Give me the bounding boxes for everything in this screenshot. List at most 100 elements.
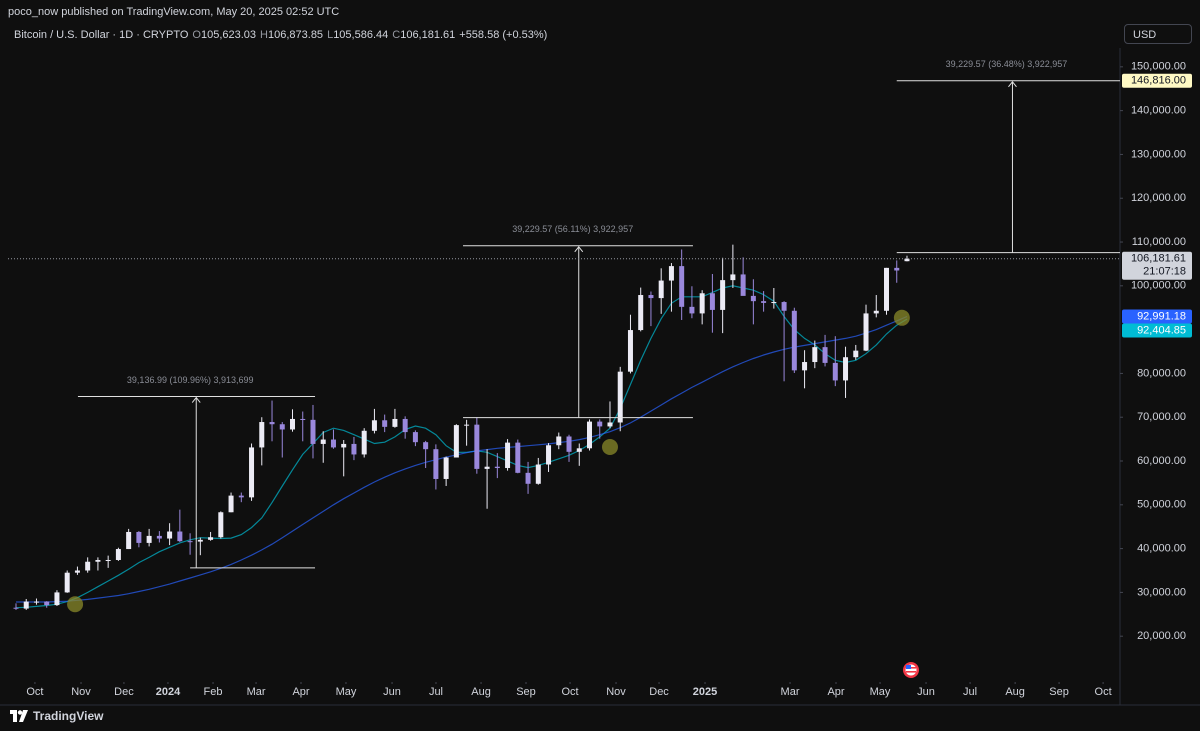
candle-body xyxy=(412,432,418,443)
x-tick-label: Sep xyxy=(516,686,536,698)
candle-body xyxy=(720,280,726,310)
cross-marker xyxy=(893,309,910,326)
candle-body xyxy=(279,424,285,430)
publisher: poco_now published on TradingView.com, M… xyxy=(8,6,340,18)
candle-body xyxy=(330,439,336,448)
ohlc-key: C xyxy=(392,29,401,41)
y-tick-label: 110,000.00 xyxy=(1132,236,1186,248)
measure-arrowhead xyxy=(574,245,584,253)
y-tick-label: 20,000.00 xyxy=(1137,630,1186,642)
candle-body xyxy=(228,495,234,513)
ohlc-value: 105,586.44 xyxy=(333,29,389,41)
candle-body xyxy=(13,607,19,609)
candle-body xyxy=(443,457,449,479)
candle-body xyxy=(750,295,756,302)
measure-arrowhead xyxy=(1008,80,1017,88)
y-tick-label: 70,000.00 xyxy=(1137,411,1186,423)
candle-body xyxy=(464,424,470,426)
candle-body xyxy=(505,442,511,469)
measure-top-label: 146,816.00 xyxy=(1131,75,1186,87)
x-tick-label: Oct xyxy=(561,686,578,698)
candle-body xyxy=(853,350,859,358)
x-tick-label: Oct xyxy=(1095,686,1112,698)
measure-top-label-bg xyxy=(1122,73,1192,88)
x-tick-label: Mar xyxy=(781,686,800,698)
candle-body xyxy=(197,539,203,542)
candle-body xyxy=(791,310,797,371)
candle-body xyxy=(136,531,142,543)
change: +558.58 (+0.53%) xyxy=(459,29,548,41)
ma-label: 92,404.85 xyxy=(1137,324,1186,336)
x-tick-label: Apr xyxy=(827,686,844,698)
candle-body xyxy=(894,267,900,271)
candle-body xyxy=(576,448,582,452)
candle-body xyxy=(781,302,787,311)
candle-body xyxy=(556,436,562,446)
ohlc-item: L105,586.44 xyxy=(327,29,388,41)
candle-body xyxy=(822,347,828,363)
measure-label: 39,229.57 (56.11%) 3,922,957 xyxy=(512,224,633,234)
footer: TradingView xyxy=(10,709,103,723)
candle-body xyxy=(85,561,91,571)
x-tick-label: Nov xyxy=(71,686,91,698)
cross-marker xyxy=(601,438,618,455)
candle-body xyxy=(44,601,50,606)
candle-body xyxy=(740,274,746,296)
candle-body xyxy=(812,347,818,363)
last-price-label: 106,181.61 xyxy=(1131,253,1186,265)
candle-body xyxy=(709,293,715,310)
candle-body xyxy=(679,266,685,307)
candle-body xyxy=(566,436,572,452)
candle-body xyxy=(126,531,132,550)
ohlc-key: O xyxy=(192,29,201,41)
moving-average xyxy=(15,285,908,609)
x-tick-label: Mar xyxy=(247,686,266,698)
candle-body xyxy=(617,371,623,423)
symbol-title: Bitcoin / U.S. Dollar · 1D · CRYPTO xyxy=(14,29,189,41)
candle-body xyxy=(761,301,767,303)
cross-marker xyxy=(67,596,84,613)
symbol-header: Bitcoin / U.S. Dollar · 1D · CRYPTO O105… xyxy=(14,29,547,41)
candle-body xyxy=(597,421,603,427)
candle-body xyxy=(74,570,80,573)
ohlc-item: C106,181.61 xyxy=(392,29,455,41)
ohlc-value: 106,873.85 xyxy=(268,29,324,41)
ma-label: 92,991.18 xyxy=(1137,310,1186,322)
candle-body xyxy=(95,559,101,562)
x-tick-label: Jul xyxy=(963,686,977,698)
x-tick-label: Jun xyxy=(917,686,935,698)
ohlc-item: O105,623.03 xyxy=(192,29,256,41)
candle-body xyxy=(300,418,306,420)
y-tick-label: 100,000.00 xyxy=(1131,280,1186,292)
candle-body xyxy=(290,418,296,430)
y-tick-label: 130,000.00 xyxy=(1131,148,1186,160)
x-tick-label: 2024 xyxy=(156,686,181,698)
candle-body xyxy=(802,362,808,371)
candle-body xyxy=(238,495,244,498)
candle-body xyxy=(310,419,316,444)
ohlc-key: H xyxy=(260,29,268,41)
candle-body xyxy=(883,267,889,311)
candle-body xyxy=(668,266,674,281)
candle-body xyxy=(904,258,910,262)
candle-body xyxy=(658,280,664,299)
currency-button[interactable]: USD xyxy=(1124,24,1192,44)
x-tick-label: Dec xyxy=(114,686,134,698)
ohlc-key: L xyxy=(327,29,334,41)
candle-body xyxy=(648,295,654,299)
candle-body xyxy=(515,442,521,473)
ohlc: O105,623.03 H106,873.85 L105,586.44 C106,18… xyxy=(192,29,455,41)
y-tick-label: 60,000.00 xyxy=(1137,455,1186,467)
candle-body xyxy=(177,531,183,542)
candle-body xyxy=(525,472,531,484)
candle-body xyxy=(64,572,70,593)
candle-body xyxy=(187,541,193,543)
candle-body xyxy=(771,302,777,304)
x-tick-label: Sep xyxy=(1049,686,1069,698)
candle-body xyxy=(453,425,459,458)
countdown: 21:07:18 xyxy=(1143,266,1186,278)
candle-body xyxy=(423,442,429,450)
candle-body xyxy=(546,445,552,465)
x-tick-label: Jun xyxy=(383,686,401,698)
